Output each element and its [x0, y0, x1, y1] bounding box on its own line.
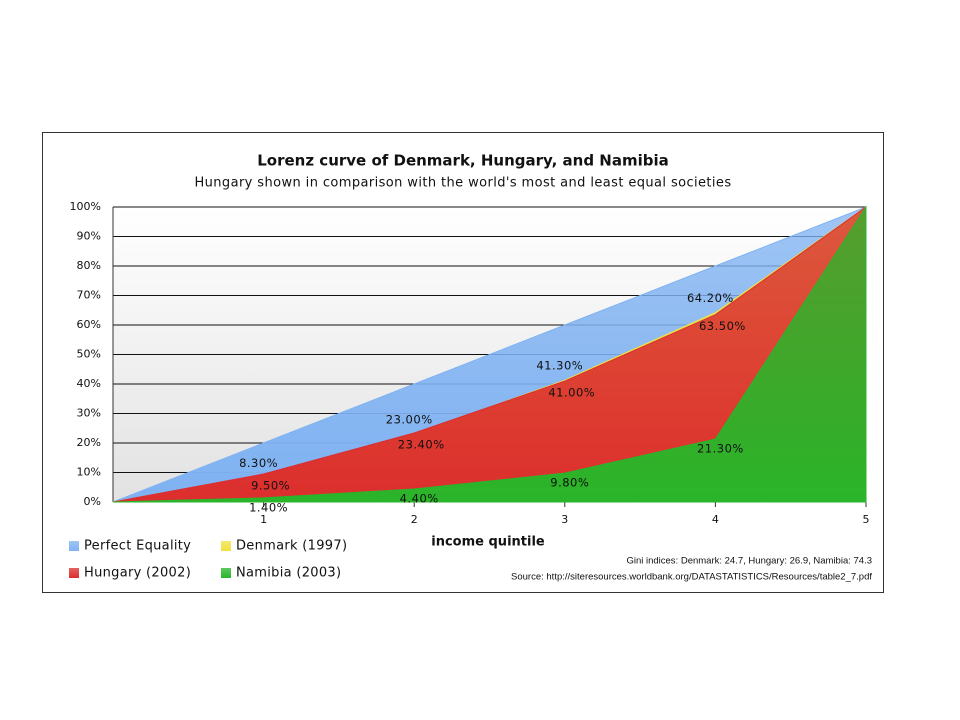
- y-tick-label: 30%: [77, 407, 101, 420]
- legend-swatch: [221, 568, 231, 578]
- annotation: Source: http://siteresources.worldbank.o…: [511, 572, 872, 583]
- data-label: 8.30%: [239, 456, 278, 470]
- x-tick-label: 3: [561, 513, 568, 526]
- legend-label: Denmark (1997): [236, 539, 347, 554]
- data-label: 41.00%: [548, 386, 595, 400]
- data-label: 4.40%: [400, 492, 439, 506]
- y-tick-label: 20%: [77, 436, 101, 449]
- x-axis-label: income quintile: [431, 535, 545, 550]
- chart-subtitle: Hungary shown in comparison with the wor…: [194, 176, 731, 191]
- y-tick-label: 70%: [77, 289, 101, 302]
- legend-swatch: [221, 541, 231, 551]
- data-label: 9.50%: [251, 478, 290, 492]
- y-tick-label: 10%: [77, 466, 101, 479]
- y-tick-label: 60%: [77, 318, 101, 331]
- area: [112, 205, 867, 503]
- data-label: 1.40%: [249, 500, 288, 514]
- data-label: 41.30%: [536, 359, 583, 373]
- y-tick-label: 100%: [70, 200, 101, 213]
- legend-label: Perfect Equality: [84, 539, 191, 554]
- x-tick-label: 5: [863, 513, 870, 526]
- y-tick-label: 40%: [77, 377, 101, 390]
- data-label: 23.40%: [398, 437, 445, 451]
- y-tick-label: 80%: [77, 259, 101, 272]
- annotation: Gini indices: Denmark: 24.7, Hungary: 26…: [626, 556, 872, 567]
- y-tick-label: 50%: [77, 348, 101, 361]
- chart-title: Lorenz curve of Denmark, Hungary, and Na…: [257, 152, 669, 170]
- y-tick-label: 90%: [77, 230, 101, 243]
- x-tick-label: 4: [712, 513, 719, 526]
- legend-swatch: [69, 568, 79, 578]
- x-tick-label: 2: [411, 513, 418, 526]
- data-label: 64.20%: [687, 291, 734, 305]
- x-tick-label: 1: [260, 513, 267, 526]
- legend-label: Hungary (2002): [84, 566, 191, 581]
- legend-swatch: [69, 541, 79, 551]
- data-label: 23.00%: [386, 413, 433, 427]
- y-tick-label: 0%: [84, 495, 101, 508]
- data-label: 21.30%: [697, 442, 744, 456]
- data-label: 63.50%: [699, 319, 746, 333]
- data-label: 9.80%: [550, 476, 589, 490]
- legend-label: Namibia (2003): [236, 566, 341, 581]
